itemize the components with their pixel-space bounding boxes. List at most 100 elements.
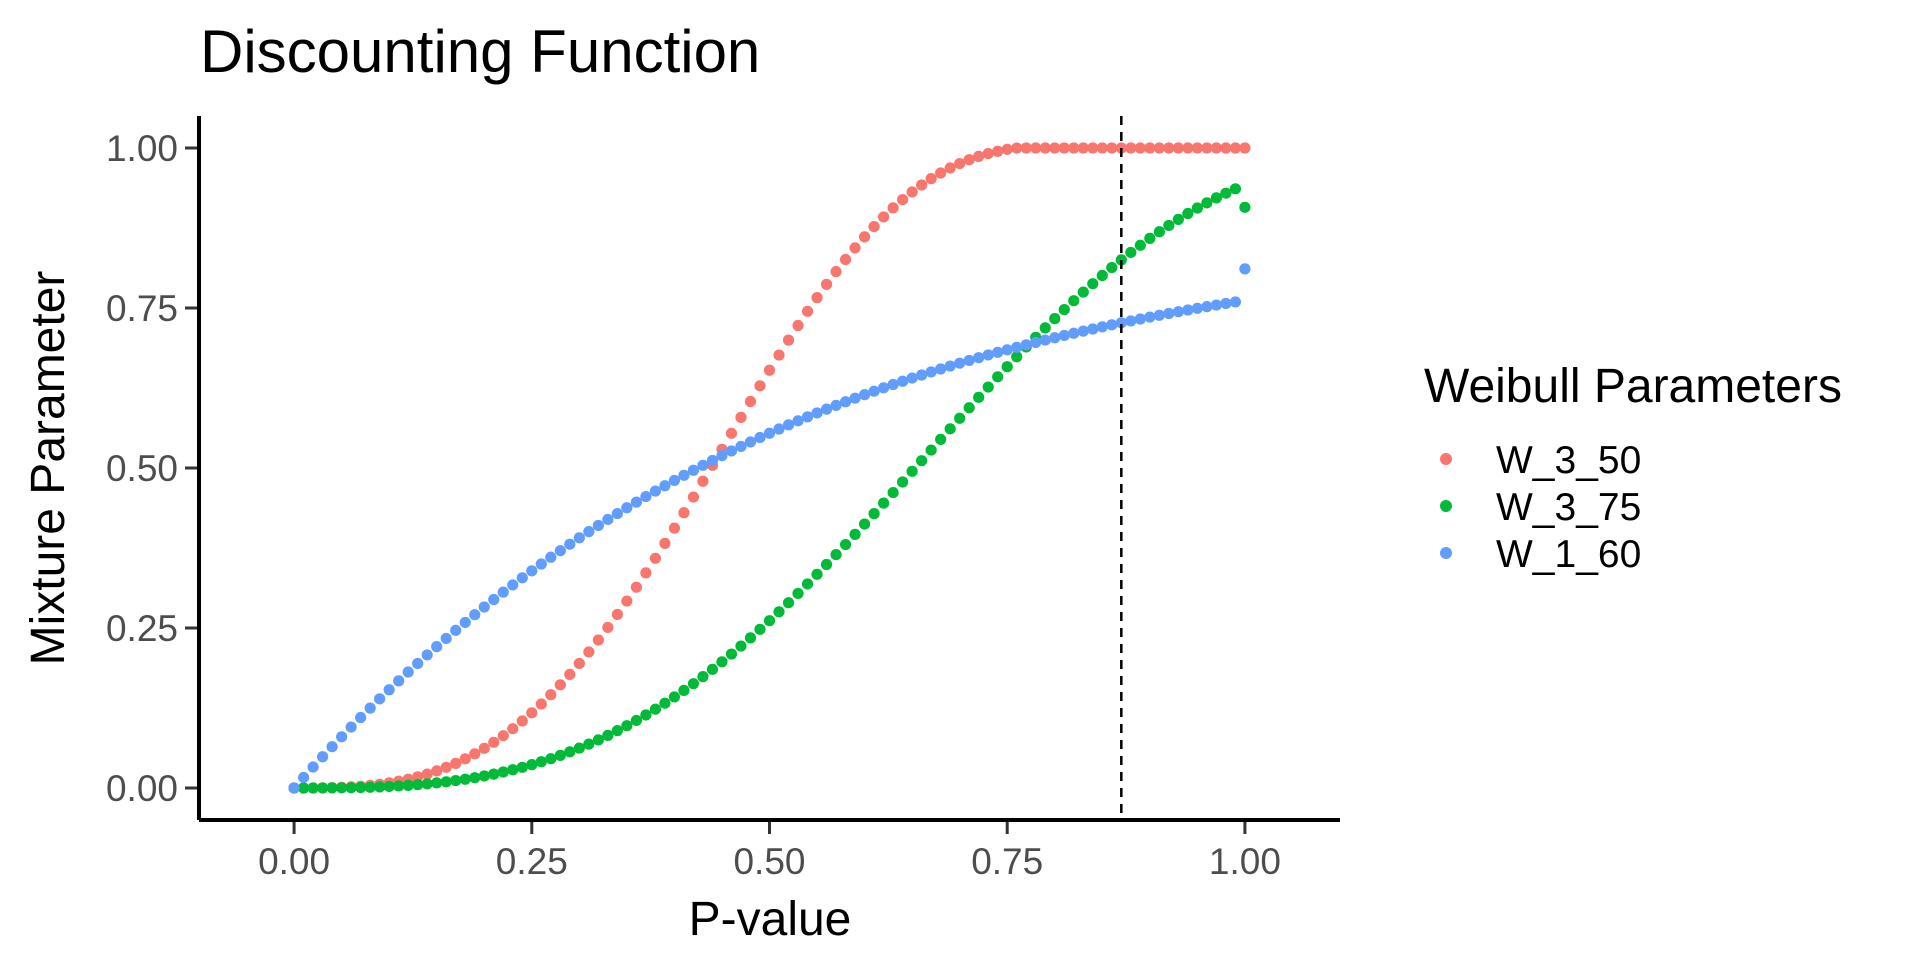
data-point bbox=[1087, 323, 1099, 335]
data-point bbox=[858, 389, 871, 401]
data-point bbox=[450, 624, 462, 636]
data-point bbox=[1229, 296, 1242, 308]
data-point bbox=[754, 431, 766, 444]
data-point bbox=[488, 736, 500, 748]
data-point bbox=[887, 486, 899, 499]
data-point bbox=[478, 742, 490, 754]
series-W_3_50 bbox=[288, 142, 1251, 794]
data-point bbox=[554, 749, 566, 761]
series-W_3_75 bbox=[288, 183, 1251, 794]
data-point bbox=[640, 567, 652, 579]
y-tick-label: 1.00 bbox=[106, 128, 178, 169]
data-point bbox=[849, 242, 861, 254]
data-point bbox=[1144, 311, 1156, 323]
data-point bbox=[383, 780, 395, 793]
data-point bbox=[1096, 321, 1108, 333]
data-point bbox=[488, 593, 500, 606]
data-point bbox=[630, 714, 642, 727]
data-point bbox=[611, 725, 623, 737]
data-point bbox=[1058, 329, 1070, 342]
data-point bbox=[592, 734, 604, 746]
data-point bbox=[640, 709, 652, 721]
legend-label: W_1_60 bbox=[1496, 533, 1641, 576]
data-point bbox=[1106, 319, 1118, 331]
data-point bbox=[925, 444, 937, 456]
data-point bbox=[1153, 142, 1165, 154]
data-point bbox=[792, 587, 804, 600]
data-point bbox=[450, 757, 462, 769]
data-point bbox=[1125, 315, 1137, 327]
data-point bbox=[868, 385, 880, 397]
data-point bbox=[602, 513, 614, 526]
data-point bbox=[1001, 344, 1013, 356]
data-point bbox=[478, 770, 490, 782]
data-point bbox=[858, 518, 871, 530]
data-point bbox=[801, 305, 814, 317]
y-tick-label: 0.00 bbox=[106, 768, 178, 809]
data-point bbox=[697, 459, 709, 471]
legend-key bbox=[1440, 547, 1452, 559]
data-point bbox=[773, 423, 785, 435]
data-point bbox=[982, 349, 994, 361]
data-point bbox=[383, 684, 395, 696]
data-point bbox=[706, 663, 719, 675]
data-point bbox=[573, 657, 585, 670]
data-point bbox=[744, 632, 757, 644]
data-point bbox=[1134, 142, 1146, 154]
data-point bbox=[887, 378, 899, 391]
data-point bbox=[963, 402, 975, 414]
data-point bbox=[431, 777, 443, 789]
data-point bbox=[469, 609, 481, 621]
data-point bbox=[1125, 142, 1137, 154]
data-point bbox=[1001, 143, 1013, 155]
data-point bbox=[982, 147, 994, 160]
data-point bbox=[916, 179, 928, 191]
data-point bbox=[773, 606, 785, 618]
data-point bbox=[469, 772, 481, 784]
data-point bbox=[1011, 351, 1023, 363]
y-axis-title: Mixture Parameter bbox=[22, 271, 75, 666]
data-point bbox=[716, 450, 728, 462]
data-point bbox=[1210, 299, 1222, 311]
data-point bbox=[326, 782, 338, 794]
x-tick-label: 1.00 bbox=[1209, 841, 1281, 882]
data-point bbox=[973, 391, 985, 403]
data-point bbox=[355, 711, 367, 724]
legend: Weibull Parameters W_3_50W_3_75W_1_60 bbox=[1424, 360, 1842, 576]
data-point bbox=[573, 532, 585, 544]
data-point bbox=[773, 349, 785, 361]
data-point bbox=[1144, 232, 1156, 244]
data-point bbox=[1210, 142, 1222, 154]
data-point bbox=[792, 319, 804, 332]
data-point bbox=[412, 657, 424, 670]
x-tick-label: 0.25 bbox=[496, 841, 568, 882]
data-point bbox=[497, 586, 509, 598]
data-point bbox=[649, 703, 662, 715]
data-point bbox=[878, 211, 890, 223]
data-point bbox=[497, 766, 509, 778]
data-point bbox=[364, 781, 376, 793]
data-point bbox=[973, 352, 985, 364]
data-point bbox=[830, 399, 842, 412]
data-point bbox=[317, 751, 329, 763]
data-point bbox=[754, 623, 766, 635]
data-point bbox=[897, 193, 909, 206]
data-point bbox=[668, 522, 681, 534]
data-point bbox=[1049, 142, 1061, 154]
data-point bbox=[1020, 339, 1032, 351]
data-point bbox=[450, 774, 462, 787]
data-point bbox=[725, 648, 738, 660]
data-point bbox=[526, 759, 538, 771]
data-point bbox=[878, 382, 890, 394]
y-tick-label: 0.50 bbox=[106, 448, 178, 489]
data-point bbox=[288, 782, 300, 794]
data-point bbox=[659, 537, 671, 549]
data-point bbox=[1039, 334, 1051, 346]
data-point bbox=[1077, 286, 1089, 298]
axes bbox=[197, 116, 1340, 822]
data-point bbox=[564, 538, 576, 550]
data-point bbox=[1030, 336, 1042, 349]
legend-label: W_3_50 bbox=[1496, 439, 1641, 482]
data-point bbox=[459, 773, 471, 785]
